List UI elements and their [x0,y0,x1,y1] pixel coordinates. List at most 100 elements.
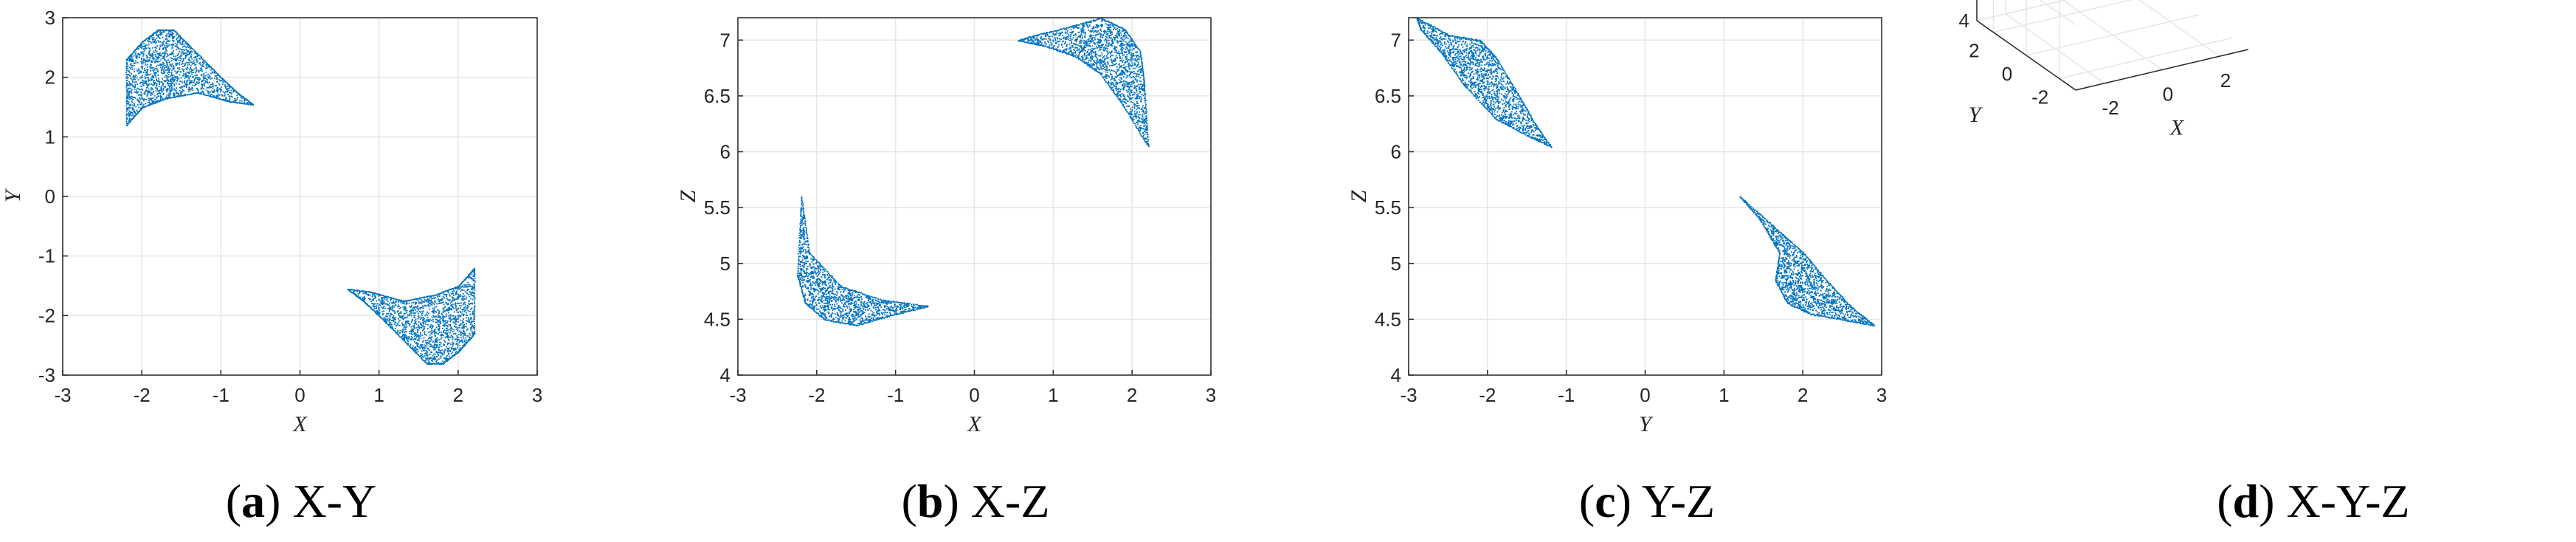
data-point [441,312,443,315]
data-point [860,317,862,319]
data-point [430,332,432,334]
data-point [364,298,365,301]
data-point [145,44,147,46]
data-point [199,78,201,80]
data-point [381,301,383,303]
data-point [176,76,179,78]
data-point [193,79,196,81]
data-point [160,89,162,91]
data-point [215,89,218,92]
y-tick-label: -2 [38,304,55,326]
data-point [460,319,462,321]
data-point [371,291,373,293]
data-point [420,357,422,359]
data-point [420,308,421,310]
data-point [410,339,412,341]
data-point [805,267,807,270]
data-point [202,62,204,64]
data-point [365,303,367,305]
data-point [217,97,219,100]
data-point [179,74,181,76]
data-point [871,304,873,306]
data-point [365,303,367,304]
data-point [151,64,153,66]
data-point [412,301,415,303]
data-point [165,38,167,41]
data-point [386,319,388,320]
data-point [128,97,131,98]
data-point [473,291,475,293]
data-point [413,346,415,349]
data-point [168,40,170,42]
data-point [150,53,152,55]
data-point [165,49,167,51]
data-point [852,314,854,316]
data-point [192,62,194,64]
data-point [809,278,812,281]
data-point [210,69,212,71]
data-point [423,323,424,325]
data-point [151,35,152,36]
data-point [832,282,834,284]
data-point [427,342,429,343]
data-point [463,298,466,300]
data-point [198,82,200,83]
data-point [450,318,452,320]
data-point [157,74,159,76]
data-point [402,306,404,308]
data-point [159,97,162,99]
data-point [190,50,192,52]
data-point [208,95,210,97]
data-point [404,323,407,325]
data-point [145,62,147,64]
data-point [455,294,457,295]
data-point [443,316,445,318]
data-point [152,97,154,99]
data-point [468,274,470,275]
data-point [472,312,474,314]
data-point [404,317,406,319]
data-point [801,273,802,275]
data-point [415,318,417,320]
data-point [207,65,210,67]
data-point [423,322,425,323]
data-point [819,271,821,273]
data-point [421,335,424,337]
data-point [142,75,143,77]
data-point [474,315,476,317]
data-point [188,47,190,48]
data-point [438,303,440,304]
data-point [471,322,472,324]
data-point [413,332,415,335]
data-point [169,53,171,55]
data-point [438,351,440,354]
data-point [199,64,201,66]
data-point [469,320,470,323]
data-point [452,343,454,346]
data-point [142,66,143,67]
data-point [204,85,205,87]
data-point [422,317,424,319]
data-point [374,306,376,307]
data-point [415,320,417,322]
data-point [453,311,455,313]
data-point [228,97,230,99]
data-point [396,299,398,301]
data-point [471,273,473,275]
data-point [416,311,418,313]
data-point [154,47,156,48]
data-point [441,349,443,351]
data-point [437,298,439,300]
data-point [184,64,186,66]
x-tick-label: 2 [453,384,463,406]
data-point [866,306,868,309]
data-point [372,294,373,295]
data-point [190,51,193,53]
data-point [170,66,173,68]
data-point [159,99,162,101]
data-point [425,360,427,362]
data-point [455,292,457,295]
data-point [179,95,181,97]
data-point [405,300,407,302]
data-point [159,37,161,39]
